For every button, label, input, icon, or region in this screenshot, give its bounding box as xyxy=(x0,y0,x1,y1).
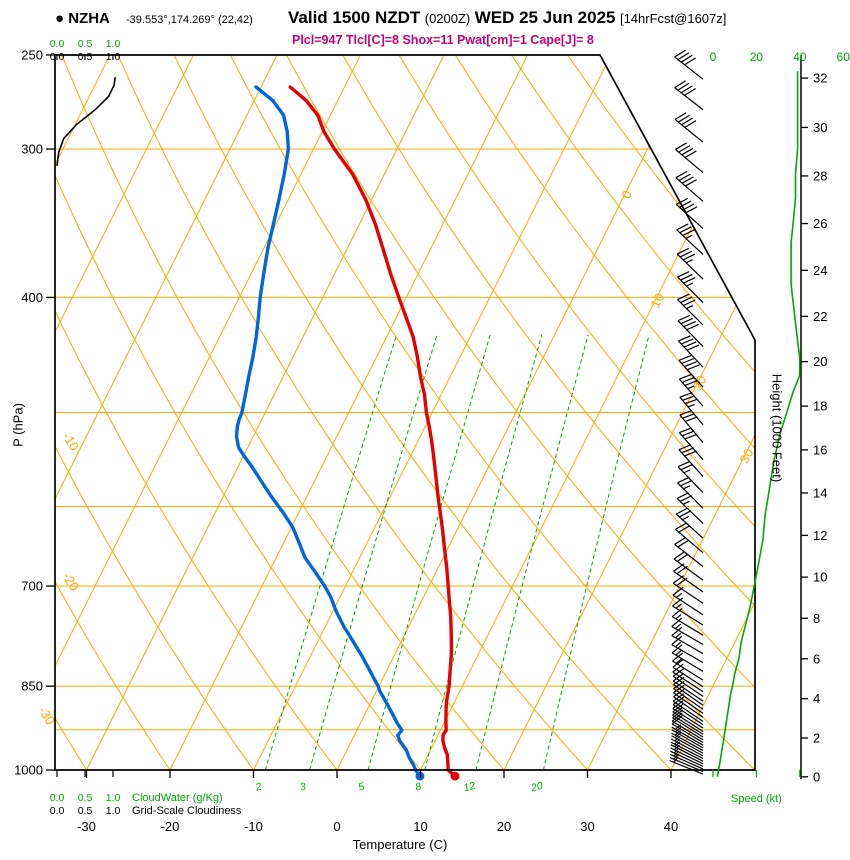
station-name: NZHA xyxy=(68,10,110,27)
surface-temperature-dot xyxy=(450,771,460,781)
cloudwater-bottom-tick-0: 0.0 xyxy=(49,792,65,804)
svg-text:0: 0 xyxy=(710,50,717,64)
cloudwater-legend: CloudWater (g/Kg) xyxy=(132,792,223,804)
valid-time-title: Valid 1500 NZDT (0200Z) WED 25 Jun 2025 … xyxy=(288,8,726,28)
svg-text:10: 10 xyxy=(413,819,427,834)
gridscale-bottom-tick-05: 0.5 xyxy=(77,805,93,817)
svg-text:2: 2 xyxy=(253,781,263,794)
svg-text:18: 18 xyxy=(813,399,827,414)
height-axis-title: Height (1000 Feet) xyxy=(769,373,785,483)
pressure-axis-title: P (hPa) xyxy=(10,403,26,447)
svg-text:-10: -10 xyxy=(244,819,263,834)
svg-text:20: 20 xyxy=(813,354,827,369)
svg-text:24: 24 xyxy=(813,263,827,278)
gridscale-cloudiness-curve xyxy=(56,77,116,167)
svg-text:-10: -10 xyxy=(59,430,82,454)
svg-text:10: 10 xyxy=(647,291,667,311)
wind-speed-profile xyxy=(716,71,801,777)
svg-text:0: 0 xyxy=(813,769,820,784)
svg-text:28: 28 xyxy=(813,168,827,183)
svg-text:0: 0 xyxy=(333,819,340,834)
svg-text:40: 40 xyxy=(793,50,807,64)
svg-text:32: 32 xyxy=(813,71,827,86)
gridscale-bottom-tick-1: 1.0 xyxy=(105,805,121,817)
valid-main: Valid 1500 NZDT xyxy=(288,8,421,27)
svg-text:300: 300 xyxy=(21,142,43,157)
svg-text:14: 14 xyxy=(813,485,827,500)
svg-text:5: 5 xyxy=(357,781,366,794)
pressure-axis: 250 300 400 700 850 1000 xyxy=(14,48,55,778)
dewpoint-curve xyxy=(234,85,425,781)
svg-text:-30: -30 xyxy=(77,819,96,834)
stability-indices: Plcl=947 Tlcl[C]=8 Shox=11 Pwat[cm]=1 Ca… xyxy=(292,33,594,47)
cloudwater-bottom-tick-1: 1.0 xyxy=(105,792,121,804)
svg-text:-20: -20 xyxy=(59,570,82,594)
svg-text:4: 4 xyxy=(813,691,820,706)
svg-text:850: 850 xyxy=(21,679,43,694)
svg-text:20: 20 xyxy=(529,780,545,795)
svg-text:60: 60 xyxy=(837,50,850,64)
gridscale-top-tick-05: 0.5 xyxy=(77,51,93,63)
temperature-curve xyxy=(288,85,460,781)
svg-text:20: 20 xyxy=(750,50,764,64)
cloudwater-top-tick-1: 1.0 xyxy=(105,38,121,50)
svg-text:30: 30 xyxy=(737,446,757,466)
svg-text:400: 400 xyxy=(21,290,43,305)
svg-text:1000: 1000 xyxy=(14,763,43,778)
svg-text:20: 20 xyxy=(497,819,511,834)
station-marker-icon: ● xyxy=(55,10,65,27)
svg-text:12: 12 xyxy=(813,528,827,543)
cloudwater-bottom-tick-05: 0.5 xyxy=(77,792,93,804)
wind-barbs xyxy=(669,49,704,775)
svg-text:30: 30 xyxy=(580,819,594,834)
gridscale-legend: Grid-Scale Cloudiness xyxy=(132,805,242,817)
speed-axis-legend: Speed (kt) xyxy=(731,793,782,805)
speed-axis: 0 20 40 60 xyxy=(710,50,850,777)
gridscale-top-tick-0: 0.0 xyxy=(49,51,65,63)
cloudwater-top-tick-0: 0.0 xyxy=(49,38,65,50)
temperature-axis-title: Temperature (C) xyxy=(352,837,448,852)
svg-text:250: 250 xyxy=(21,48,43,63)
svg-text:22: 22 xyxy=(813,309,827,324)
skewt-grid xyxy=(55,55,755,770)
cloudwater-top-tick-05: 0.5 xyxy=(77,38,93,50)
svg-text:8: 8 xyxy=(414,781,423,794)
valid-zulu: (0200Z) xyxy=(424,11,471,26)
svg-text:40: 40 xyxy=(664,819,678,834)
svg-text:30: 30 xyxy=(813,120,827,135)
svg-text:26: 26 xyxy=(813,216,827,231)
svg-text:2: 2 xyxy=(813,731,820,746)
station-id: ● NZHA xyxy=(55,10,110,27)
svg-text:700: 700 xyxy=(21,579,43,594)
valid-date: WED 25 Jun 2025 xyxy=(474,8,616,27)
svg-text:6: 6 xyxy=(813,651,820,666)
mixing-ratio-lines xyxy=(264,334,650,770)
svg-text:8: 8 xyxy=(813,611,820,626)
temperature-axis: -30 -20 -10 0 10 20 30 40 xyxy=(56,55,678,834)
svg-text:3: 3 xyxy=(299,781,308,794)
gridscale-bottom-tick-0: 0.0 xyxy=(49,805,65,817)
station-coords: -39.553°,174.269° (22,42) xyxy=(126,14,253,26)
svg-text:10: 10 xyxy=(813,570,827,585)
svg-text:16: 16 xyxy=(813,442,827,457)
svg-text:-20: -20 xyxy=(161,819,180,834)
svg-text:12: 12 xyxy=(462,780,477,795)
plot-frame xyxy=(54,54,756,771)
gridscale-top-tick-1: 1.0 xyxy=(105,51,121,63)
forecast-tag: [14hrFcst@1607z] xyxy=(619,11,727,26)
